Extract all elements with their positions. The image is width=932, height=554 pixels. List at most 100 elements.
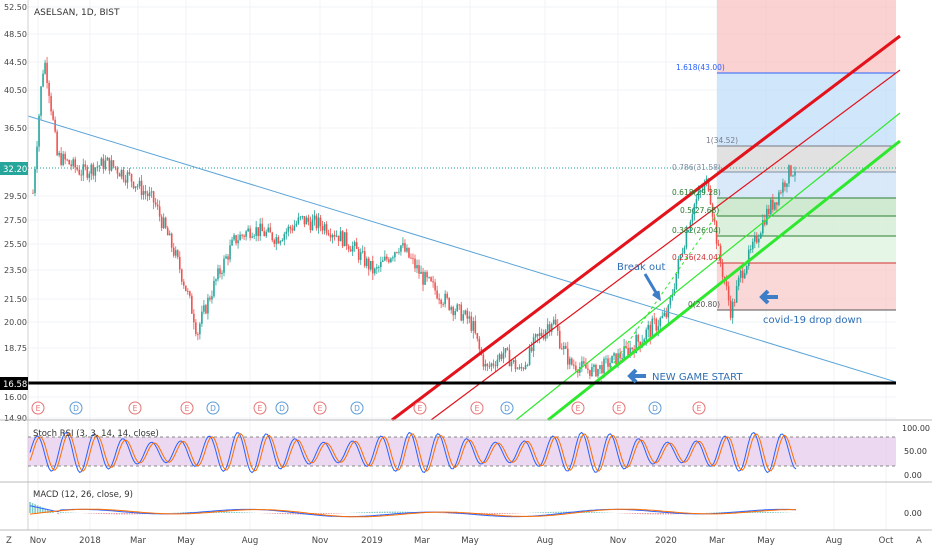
candle — [603, 359, 605, 373]
candle — [619, 353, 621, 358]
candle — [475, 321, 477, 333]
macd-label: MACD (12, 26, close, 9) — [33, 490, 133, 500]
candle — [376, 267, 378, 268]
candle — [58, 153, 60, 155]
candle — [64, 154, 66, 160]
macd-bar — [770, 512, 772, 513]
candle — [519, 367, 521, 369]
macd-bar — [292, 513, 294, 514]
candle — [358, 249, 360, 260]
candle — [758, 239, 760, 243]
candle — [454, 311, 456, 315]
time-tick: Aug — [537, 536, 554, 546]
macd-bar — [558, 512, 560, 513]
footer-left: Z — [6, 536, 12, 546]
candle — [125, 180, 127, 183]
candle — [354, 242, 356, 246]
macd-bar — [379, 512, 381, 513]
candle — [235, 235, 237, 243]
candle — [340, 231, 342, 241]
candle — [505, 348, 507, 353]
macd-bar — [236, 512, 238, 513]
macd-bar — [657, 513, 659, 514]
macd-bar — [772, 512, 774, 513]
event-marker-label: D — [354, 404, 360, 413]
macd-bar — [101, 513, 103, 514]
candle — [113, 160, 115, 166]
macd-bar — [369, 512, 371, 513]
macd-bar — [514, 513, 516, 514]
candle — [696, 199, 698, 204]
candle — [571, 359, 573, 365]
candle — [438, 298, 440, 299]
candle — [273, 240, 275, 244]
candle — [392, 257, 394, 258]
candle — [314, 216, 316, 220]
candle — [169, 234, 171, 236]
macd-bar — [336, 513, 338, 514]
fib-zone-bottom-red — [717, 263, 896, 310]
candle — [40, 86, 42, 115]
price-tick: 20.00 — [4, 318, 27, 327]
candle — [308, 218, 310, 222]
annotation-covid: covid-19 drop down — [763, 315, 862, 326]
candle — [464, 311, 466, 315]
macd-bar — [269, 513, 271, 514]
candle — [382, 261, 384, 262]
macd-bar — [504, 513, 506, 514]
macd-bar — [542, 512, 544, 513]
candle — [171, 234, 173, 248]
candle — [722, 263, 724, 277]
candle — [149, 192, 151, 196]
candle — [726, 281, 728, 286]
candle — [137, 186, 139, 187]
candle — [209, 298, 211, 300]
candle — [251, 236, 253, 237]
candle — [338, 236, 340, 242]
candle — [253, 236, 255, 237]
candle — [261, 224, 263, 232]
price-tick: 16.00 — [4, 393, 27, 402]
event-marker-label: E — [133, 404, 138, 413]
macd-line — [30, 506, 796, 517]
macd-bar — [399, 512, 401, 513]
candle — [259, 224, 261, 236]
candle — [175, 250, 177, 255]
candle — [567, 349, 569, 365]
candle — [292, 229, 294, 231]
annotation-breakout: Break out — [617, 262, 665, 273]
candle — [539, 333, 541, 336]
candle — [334, 235, 336, 237]
candle — [60, 153, 62, 165]
candle — [380, 262, 382, 267]
candle — [448, 298, 450, 310]
macd-bar — [376, 512, 378, 513]
candle — [450, 307, 452, 310]
macd-bar — [496, 513, 498, 514]
candle — [286, 232, 288, 234]
macd-bar — [62, 512, 64, 513]
candle — [541, 333, 543, 337]
candle — [728, 286, 730, 300]
candle — [360, 252, 362, 260]
macd-pane[interactable]: MACD (12, 26, close, 9) — [29, 490, 797, 517]
time-tick: Nov — [610, 536, 627, 546]
candle — [344, 232, 346, 246]
candle — [181, 269, 183, 281]
macd-bar — [290, 513, 292, 514]
event-marker-label: D — [504, 404, 510, 413]
candle — [183, 282, 185, 286]
candle — [139, 181, 141, 186]
time-tick: May — [177, 536, 195, 546]
fib-zone-green2 — [717, 216, 896, 236]
macd-bar — [491, 513, 493, 514]
candle — [356, 242, 358, 249]
candle — [774, 202, 776, 209]
candle — [479, 339, 481, 349]
candle — [352, 246, 354, 251]
macd-bar — [645, 513, 647, 514]
candle — [750, 249, 752, 250]
macd-bar — [639, 513, 641, 514]
